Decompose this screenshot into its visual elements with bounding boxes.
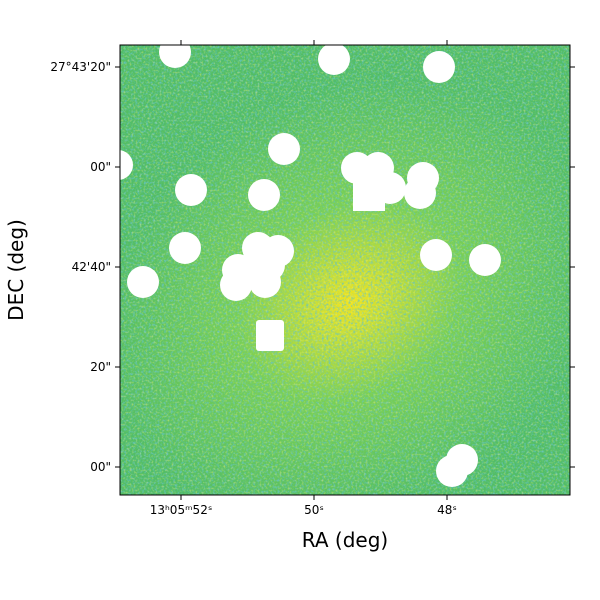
star-masks [120,45,501,487]
axes-frame [119,44,571,496]
ticks: 13ʰ05ᵐ52ˢ 50ˢ 48ˢ 27°43'20" 00" 42'40" 20" 00" [50,40,575,517]
x-tick-label: 50ˢ [304,503,324,517]
y-tick-label: 00" [90,460,111,474]
x-tick-label: 48ˢ [437,503,457,517]
sky-image [120,45,570,495]
x-axis-label: RA (deg) [302,528,388,552]
y-axis-label: DEC (deg) [4,219,28,321]
y-tick-label: 27°43'20" [50,60,111,74]
x-tick-label: 13ʰ05ᵐ52ˢ [150,503,213,517]
y-tick-label: 00" [90,160,111,174]
y-tick-label: 42'40" [72,260,111,274]
y-tick-label: 20" [90,360,111,374]
